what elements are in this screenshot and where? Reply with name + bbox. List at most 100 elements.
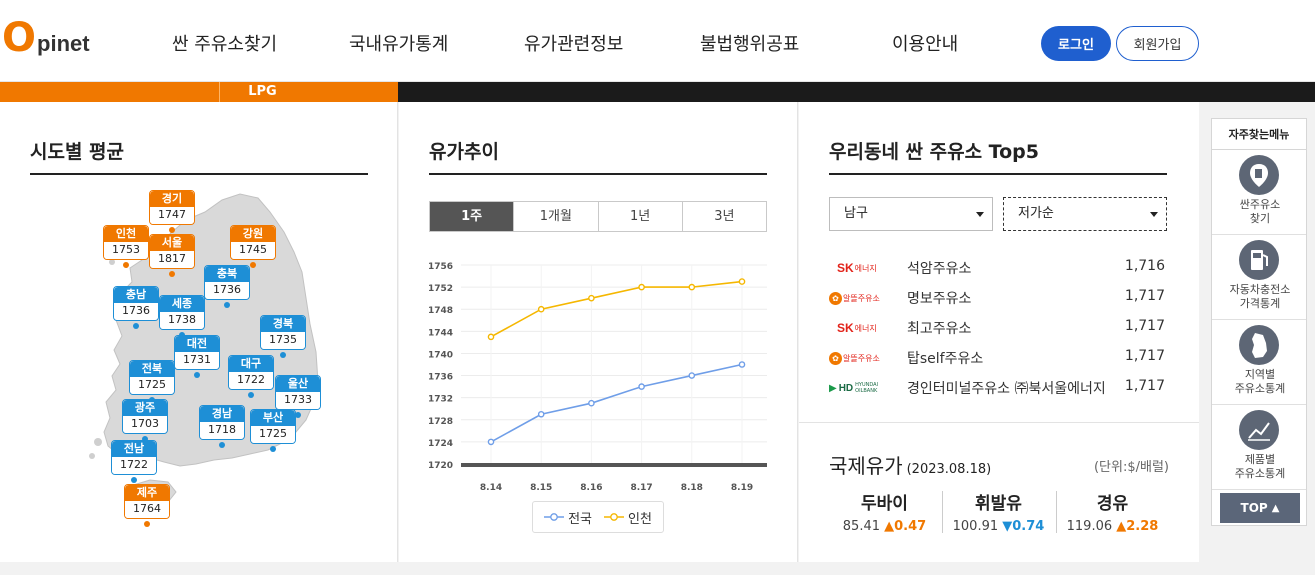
al-ddeul-logo: ✿ 알뜰주유소	[829, 347, 889, 369]
intl-oil-section: 국제유가 (2023.08.18) (단위:$/배럴) 두바이 85.41 ▲0.4…	[799, 422, 1199, 562]
station-price: 1,716	[1124, 258, 1165, 274]
nav-illegal[interactable]: 불법행위공표	[700, 34, 800, 55]
nav-guide[interactable]: 이용안내	[892, 34, 959, 55]
oil-name: 휘발유	[975, 494, 1022, 514]
oil-name: 경유	[1096, 494, 1129, 514]
nav-price-info[interactable]: 유가관련정보	[524, 34, 624, 55]
station-row[interactable]: ✿ 알뜰주유소 탑self주유소 1,717	[829, 346, 1169, 370]
logo-o: O	[2, 15, 37, 61]
station-price: 1,717	[1124, 378, 1165, 394]
station-row[interactable]: ▶ HD HYUNDAI OILBANK 경인터미널주유소 ㈜북서울에너지 1,717	[829, 376, 1169, 400]
tab-1month[interactable]: 1개월	[513, 202, 597, 231]
region-select[interactable]: 남구	[829, 197, 993, 231]
x-tick-label: 8.16	[580, 483, 602, 493]
quick-menu-item[interactable]: 자동차충전소 가격통계	[1212, 235, 1306, 320]
x-tick-label: 8.17	[630, 483, 652, 493]
region-name: 경기	[150, 191, 194, 207]
caret-down-icon	[1150, 212, 1158, 217]
quick-menu-item[interactable]: 싼주유소 찾기	[1212, 150, 1306, 235]
tab-3year[interactable]: 3년	[681, 202, 766, 231]
oil-value: 100.91 ▼0.74	[942, 519, 1055, 534]
y-tick-label: 1724	[428, 439, 453, 449]
quick-menu-title: 자주찾는메뉴	[1212, 119, 1306, 150]
quick-menu-label: 싼주유소 찾기	[1212, 198, 1308, 226]
station-name[interactable]: 석암주유소	[907, 261, 972, 277]
region-dot	[133, 323, 139, 329]
region-name: 서울	[150, 235, 194, 251]
fuel-pump-pin-icon	[1239, 155, 1279, 195]
station-row[interactable]: SK 에너지 최고주유소 1,717	[829, 316, 1169, 340]
join-button[interactable]: 회원가입	[1116, 26, 1199, 61]
region-marker[interactable]: 대구 1722	[228, 355, 274, 390]
chart-legend: 전국 인천	[532, 501, 664, 533]
region-marker[interactable]: 경남 1718	[199, 405, 245, 440]
region-marker[interactable]: 광주 1703	[122, 399, 168, 434]
region-dot	[194, 372, 200, 378]
quick-menu-item[interactable]: 지역별 주유소통계	[1212, 320, 1306, 405]
data-point	[638, 283, 645, 291]
opinet-logo[interactable]: O pinet	[2, 18, 90, 58]
station-name[interactable]: 최고주유소	[907, 321, 972, 337]
oil-price: 119.06	[1066, 519, 1117, 534]
x-tick-label: 8.18	[681, 483, 703, 493]
region-marker[interactable]: 전남 1722	[111, 440, 157, 475]
top-button[interactable]: TOP ▲	[1220, 493, 1300, 523]
sido-title: 시도별 평균	[30, 141, 125, 163]
hd-oilbank-logo: ▶ HD HYUNDAI OILBANK	[829, 382, 879, 394]
sort-select[interactable]: 저가순	[1003, 197, 1167, 231]
region-dot	[169, 271, 175, 277]
region-marker[interactable]: 서울 1817	[149, 234, 195, 269]
quick-menu-label-line: 자동차충전소	[1229, 283, 1291, 296]
y-tick-label: 1748	[428, 306, 453, 316]
region-marker[interactable]: 경북 1735	[260, 315, 306, 350]
region-marker[interactable]: 제주 1764	[124, 484, 170, 519]
quick-menu-label-line: 지역별	[1244, 368, 1276, 381]
oil-value: 119.06 ▲2.28	[1056, 519, 1169, 534]
chevron-up-icon: ▲	[1271, 502, 1280, 514]
korea-map-icon	[1239, 325, 1279, 365]
station-name[interactable]: 경인터미널주유소 ㈜북서울에너지	[907, 381, 1106, 397]
data-point	[688, 283, 696, 291]
oil-change-down: ▼0.74	[1002, 519, 1045, 534]
station-name[interactable]: 명보주유소	[907, 291, 972, 307]
region-dot	[144, 521, 150, 527]
region-marker[interactable]: 세종 1738	[159, 295, 205, 330]
region-marker[interactable]: 경기 1747	[149, 190, 195, 225]
station-row[interactable]: ✿ 알뜰주유소 명보주유소 1,717	[829, 286, 1169, 310]
region-value: 1735	[261, 332, 305, 349]
lpg-tab[interactable]: LPG	[219, 82, 305, 102]
oil-item: 두바이 85.41 ▲0.47	[828, 489, 941, 534]
region-marker[interactable]: 인천 1753	[103, 225, 149, 260]
region-marker[interactable]: 강원 1745	[230, 225, 276, 260]
quick-menu-item[interactable]: 제품별 주유소통계	[1212, 405, 1306, 490]
divider	[829, 173, 1167, 175]
region-value: 1733	[276, 392, 320, 409]
nav-domestic-stats[interactable]: 국내유가통계	[349, 34, 449, 55]
region-name: 인천	[104, 226, 148, 242]
region-marker[interactable]: 부산 1725	[250, 409, 296, 444]
nav-cheap-station[interactable]: 싼 주유소찾기	[172, 34, 278, 55]
series-line	[490, 280, 743, 338]
region-dot	[270, 446, 276, 452]
data-point	[588, 399, 595, 407]
legend-incheon[interactable]: 인천	[604, 508, 652, 527]
region-value: 1753	[104, 242, 148, 259]
quick-menu-label-line: 싼주유소	[1239, 198, 1281, 211]
y-tick-label: 1752	[428, 284, 453, 294]
oil-change-up: ▲2.28	[1116, 519, 1159, 534]
region-marker[interactable]: 대전 1731	[174, 335, 220, 370]
tab-1week[interactable]: 1주	[430, 202, 514, 231]
region-marker[interactable]: 충북 1736	[204, 265, 250, 300]
tab-1year[interactable]: 1년	[597, 202, 682, 231]
region-marker[interactable]: 충남 1736	[113, 286, 159, 321]
station-row[interactable]: SK 에너지 석암주유소 1,716	[829, 256, 1169, 280]
region-marker[interactable]: 울산 1733	[275, 375, 321, 410]
data-point	[738, 361, 746, 368]
login-button[interactable]: 로그인	[1041, 26, 1111, 61]
y-tick-label: 1756	[428, 262, 453, 272]
station-name[interactable]: 탑self주유소	[907, 351, 984, 367]
region-marker[interactable]: 전북 1725	[129, 360, 175, 395]
legend-national[interactable]: 전국	[544, 508, 592, 527]
data-point	[537, 410, 545, 418]
